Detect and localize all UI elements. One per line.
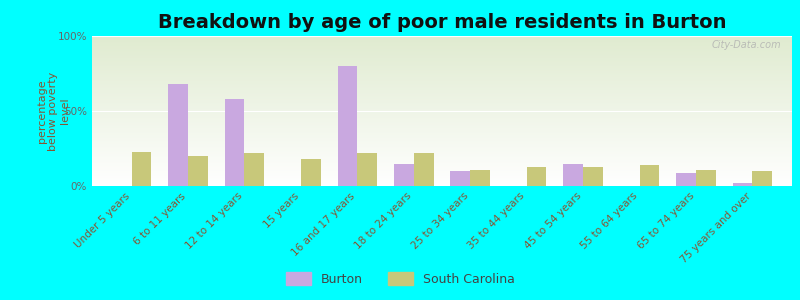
Bar (414, 153, 434, 186)
Title: Breakdown by age of poor male residents in Burton: Breakdown by age of poor male residents … (158, 13, 726, 32)
Bar (131, 152, 151, 186)
Legend: Burton, South Carolina: Burton, South Carolina (281, 267, 519, 291)
Bar (394, 164, 414, 186)
Bar (676, 172, 696, 186)
Bar (753, 171, 772, 186)
Bar (696, 169, 716, 186)
Bar (583, 167, 603, 186)
Bar (526, 167, 546, 186)
Bar (470, 169, 490, 186)
Bar (188, 156, 208, 186)
Bar (338, 66, 358, 186)
Bar (225, 99, 245, 186)
Bar (245, 153, 264, 186)
Y-axis label: percentage
below poverty
level: percentage below poverty level (37, 71, 70, 151)
Bar (563, 164, 583, 186)
Bar (301, 159, 321, 186)
Text: City-Data.com: City-Data.com (712, 40, 782, 50)
Bar (168, 84, 188, 186)
Bar (639, 165, 659, 186)
Bar (450, 171, 470, 186)
Bar (358, 153, 377, 186)
Bar (733, 183, 753, 186)
